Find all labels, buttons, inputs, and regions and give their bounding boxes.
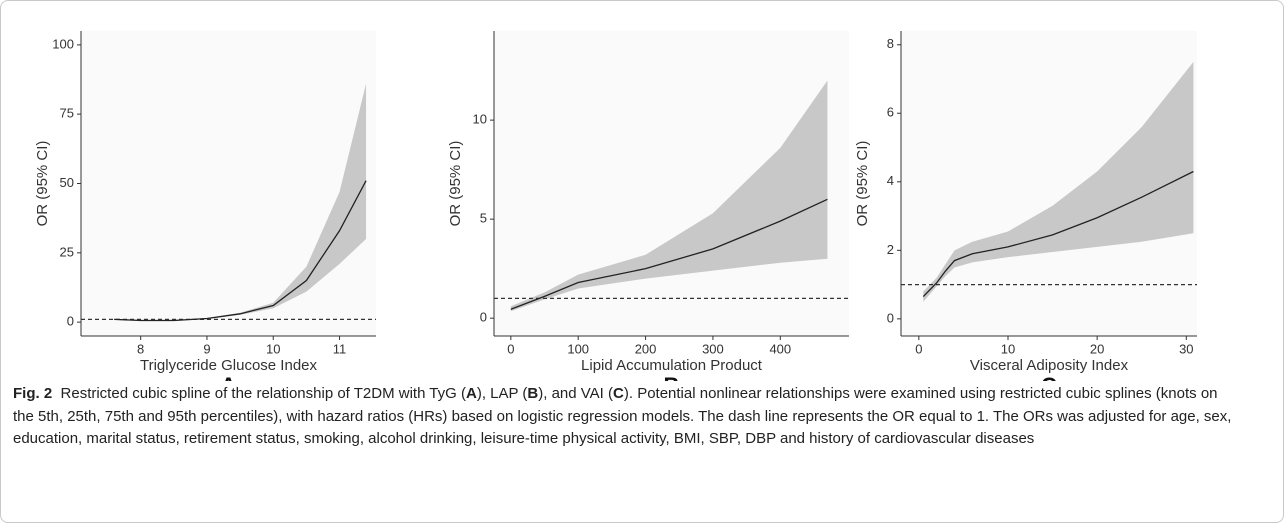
y-tick-label: 75: [60, 106, 74, 121]
caption-text: ). Potential nonlinear relationships wer…: [13, 385, 1232, 447]
y-axis-label: OR (95% CI): [34, 141, 51, 227]
x-tick-label: 10: [266, 341, 280, 356]
caption-text: C: [613, 385, 624, 402]
x-axis-label: Triglyceride Glucose Index: [140, 357, 318, 374]
x-tick-label: 100: [567, 341, 589, 356]
x-tick-label: 30: [1179, 341, 1193, 356]
y-tick-label: 0: [480, 310, 487, 325]
caption-text: ), LAP (: [476, 385, 528, 402]
spline-line: [922, 170, 1194, 298]
y-tick-label: 100: [52, 36, 74, 51]
panel-label: B: [664, 373, 680, 381]
x-tick-label: 400: [769, 341, 791, 356]
caption-text: Restricted cubic spline of the relations…: [60, 385, 466, 402]
y-tick-label: 50: [60, 175, 74, 190]
x-tick-label: 8: [137, 341, 144, 356]
y-axis-label: OR (95% CI): [854, 141, 871, 227]
figure-label: Fig. 2: [13, 385, 53, 402]
y-tick-label: 2: [887, 242, 894, 257]
x-axis-label: Visceral Adiposity Index: [970, 357, 1129, 374]
x-tick-label: 0: [507, 341, 514, 356]
x-tick-label: 0: [915, 341, 922, 356]
x-tick-label: 300: [702, 341, 724, 356]
caption-text: ), and VAI (: [538, 385, 614, 402]
y-tick-label: 4: [887, 173, 894, 188]
y-tick-label: 6: [887, 105, 894, 120]
spline-line: [114, 180, 367, 322]
confidence-band: [510, 80, 828, 312]
x-tick-label: 11: [333, 341, 347, 356]
x-tick-label: 20: [1090, 341, 1104, 356]
x-axis-label: Lipid Accumulation Product: [581, 357, 763, 374]
y-tick-label: 5: [480, 211, 487, 226]
y-tick-label: 0: [887, 310, 894, 325]
x-tick-label: 200: [635, 341, 657, 356]
panel-label: C: [1041, 373, 1057, 381]
x-tick-label: 10: [1001, 341, 1015, 356]
y-tick-label: 8: [887, 36, 894, 51]
spline-line: [510, 198, 828, 310]
y-tick-label: 25: [60, 244, 74, 259]
caption-text: A: [465, 385, 477, 402]
x-tick-label: 9: [203, 341, 210, 356]
panel-label: A: [221, 373, 237, 381]
confidence-band: [923, 61, 1194, 302]
caption: Fig. 2 Restricted cubic spline of the re…: [13, 383, 1238, 451]
caption-text: B: [527, 385, 539, 402]
y-tick-label: 10: [473, 112, 487, 127]
y-tick-label: 0: [67, 314, 74, 329]
y-axis-label: OR (95% CI): [447, 141, 464, 227]
plot-background: [81, 31, 376, 336]
